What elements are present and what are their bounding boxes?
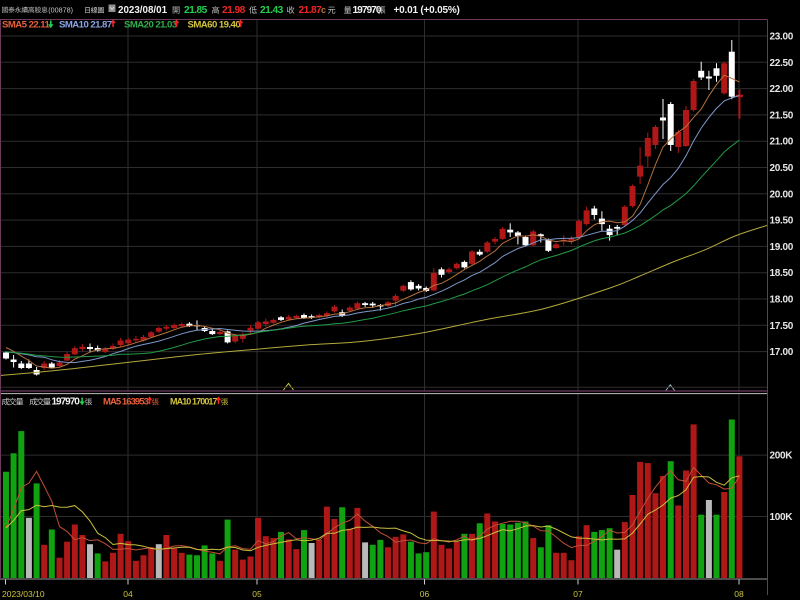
svg-text:22.50: 22.50	[770, 58, 794, 69]
svg-text:SMA5 22.11: SMA5 22.11	[2, 20, 51, 31]
svg-text:+0.01 (+0.05%): +0.01 (+0.05%)	[394, 5, 460, 16]
svg-text:21.50: 21.50	[770, 110, 794, 121]
svg-text:05: 05	[252, 589, 262, 599]
svg-text:04: 04	[123, 589, 133, 599]
svg-text:SMA20 21.03: SMA20 21.03	[124, 20, 177, 31]
svg-text:07: 07	[573, 589, 583, 599]
svg-text:21.85: 21.85	[184, 5, 208, 16]
svg-text:c: c	[321, 5, 326, 15]
svg-text:21.98: 21.98	[222, 5, 246, 16]
svg-text:21.43: 21.43	[260, 5, 284, 16]
svg-text:197970: 197970	[52, 397, 81, 408]
svg-text:100K: 100K	[770, 512, 794, 523]
svg-text:18.00: 18.00	[770, 295, 794, 306]
svg-text:20.50: 20.50	[770, 163, 794, 174]
svg-text:21.00: 21.00	[770, 137, 794, 148]
svg-text:18.50: 18.50	[770, 268, 794, 279]
svg-text:MA10 170017: MA10 170017	[170, 397, 218, 407]
svg-text:SMA60 19.40: SMA60 19.40	[188, 20, 241, 31]
svg-text:23.00: 23.00	[770, 32, 794, 43]
svg-text:197970: 197970	[353, 5, 382, 16]
svg-text:17.50: 17.50	[770, 321, 794, 332]
svg-text:(00878): (00878)	[48, 5, 73, 14]
svg-text:17.00: 17.00	[770, 347, 794, 358]
svg-text:20.00: 20.00	[770, 189, 794, 200]
svg-text:21.87: 21.87	[299, 5, 323, 16]
svg-text:2023/08/01: 2023/08/01	[118, 5, 168, 16]
svg-text:22.00: 22.00	[770, 84, 794, 95]
svg-text:MA5 163953: MA5 163953	[103, 397, 149, 408]
svg-text:SMA10 21.87: SMA10 21.87	[59, 20, 112, 31]
svg-text:19.00: 19.00	[770, 242, 794, 253]
svg-text:19.50: 19.50	[770, 216, 794, 227]
svg-text:08: 08	[734, 589, 744, 599]
svg-text:200K: 200K	[770, 451, 794, 462]
svg-text:06: 06	[420, 589, 430, 599]
svg-text:2023/03/10: 2023/03/10	[2, 589, 45, 599]
